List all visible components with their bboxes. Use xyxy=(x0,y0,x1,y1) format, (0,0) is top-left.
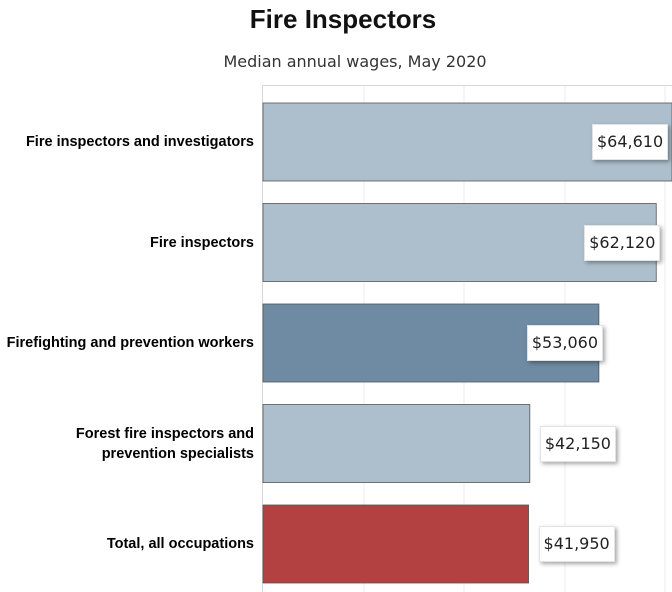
category-label: Fire inspectors and investigators xyxy=(25,134,254,150)
bar[interactable] xyxy=(262,504,529,584)
bar[interactable] xyxy=(262,404,531,483)
plot-area xyxy=(262,85,672,592)
category-label: Fire inspectors xyxy=(150,234,254,251)
value-label: $62,120 xyxy=(584,224,661,261)
category-label: Total, all occupations xyxy=(106,536,254,552)
category-label: Firefighting and prevention workers xyxy=(6,335,254,351)
value-label: $53,060 xyxy=(526,325,604,361)
value-label: $42,150 xyxy=(539,425,616,462)
value-label: $41,950 xyxy=(538,526,615,562)
chart-subtitle: Median annual wages, May 2020 xyxy=(223,52,487,71)
category-label: Forest fire inspectors and prevention sp… xyxy=(75,425,254,462)
chart-title: Fire Inspectors xyxy=(249,4,437,34)
value-label: $64,610 xyxy=(592,124,669,160)
